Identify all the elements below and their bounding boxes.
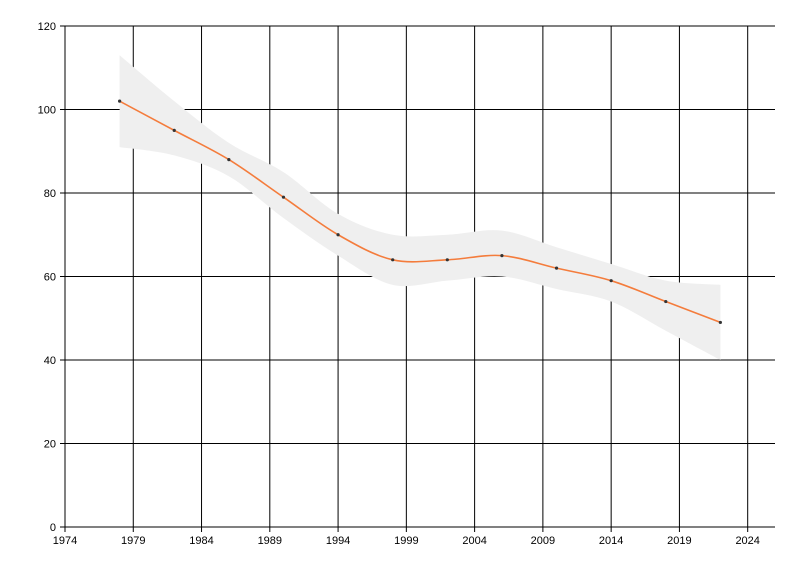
y-tick-label: 40 — [44, 355, 56, 367]
y-tick-label: 120 — [38, 21, 56, 33]
confidence-band — [119, 55, 721, 360]
data-point — [281, 195, 286, 199]
x-tick-label: 2024 — [735, 535, 759, 547]
data-point — [445, 258, 449, 262]
data-point-layer — [118, 99, 722, 325]
x-tick-label: 1989 — [258, 535, 282, 547]
x-tick-label: 2004 — [462, 535, 486, 547]
x-tick-label: 1979 — [121, 535, 145, 547]
data-point — [227, 158, 231, 162]
data-point — [118, 99, 122, 103]
data-point — [391, 258, 395, 262]
y-axis-tick-labels: 0 20 40 60 80 100 120 — [38, 21, 56, 534]
data-point — [554, 266, 559, 270]
x-tick-label: 2019 — [667, 535, 691, 547]
series-line — [119, 100, 721, 324]
y-tick-label: 20 — [44, 439, 56, 451]
x-tick-label: 1999 — [394, 535, 418, 547]
x-tick-label: 1984 — [189, 535, 213, 547]
x-tick-label: 1974 — [53, 535, 77, 547]
data-point — [718, 320, 722, 325]
data-point — [336, 233, 340, 237]
axes — [60, 25, 775, 532]
data-point — [664, 299, 668, 304]
y-tick-label: 0 — [50, 522, 56, 534]
series-line-layer — [119, 100, 721, 324]
y-tick-label: 100 — [38, 105, 56, 117]
x-axis-tick-labels: 1974 1979 1984 1989 1994 1999 2004 2009 2014 2019… — [53, 535, 760, 547]
data-point — [172, 128, 176, 132]
y-tick-label: 60 — [44, 272, 56, 284]
data-point — [609, 279, 613, 283]
confidence-band-layer — [119, 55, 721, 360]
y-tick-label: 80 — [44, 188, 56, 200]
x-tick-label: 1994 — [326, 535, 350, 547]
data-point — [500, 254, 504, 258]
x-tick-label: 2009 — [531, 535, 555, 547]
x-tick-label: 2014 — [599, 535, 623, 547]
